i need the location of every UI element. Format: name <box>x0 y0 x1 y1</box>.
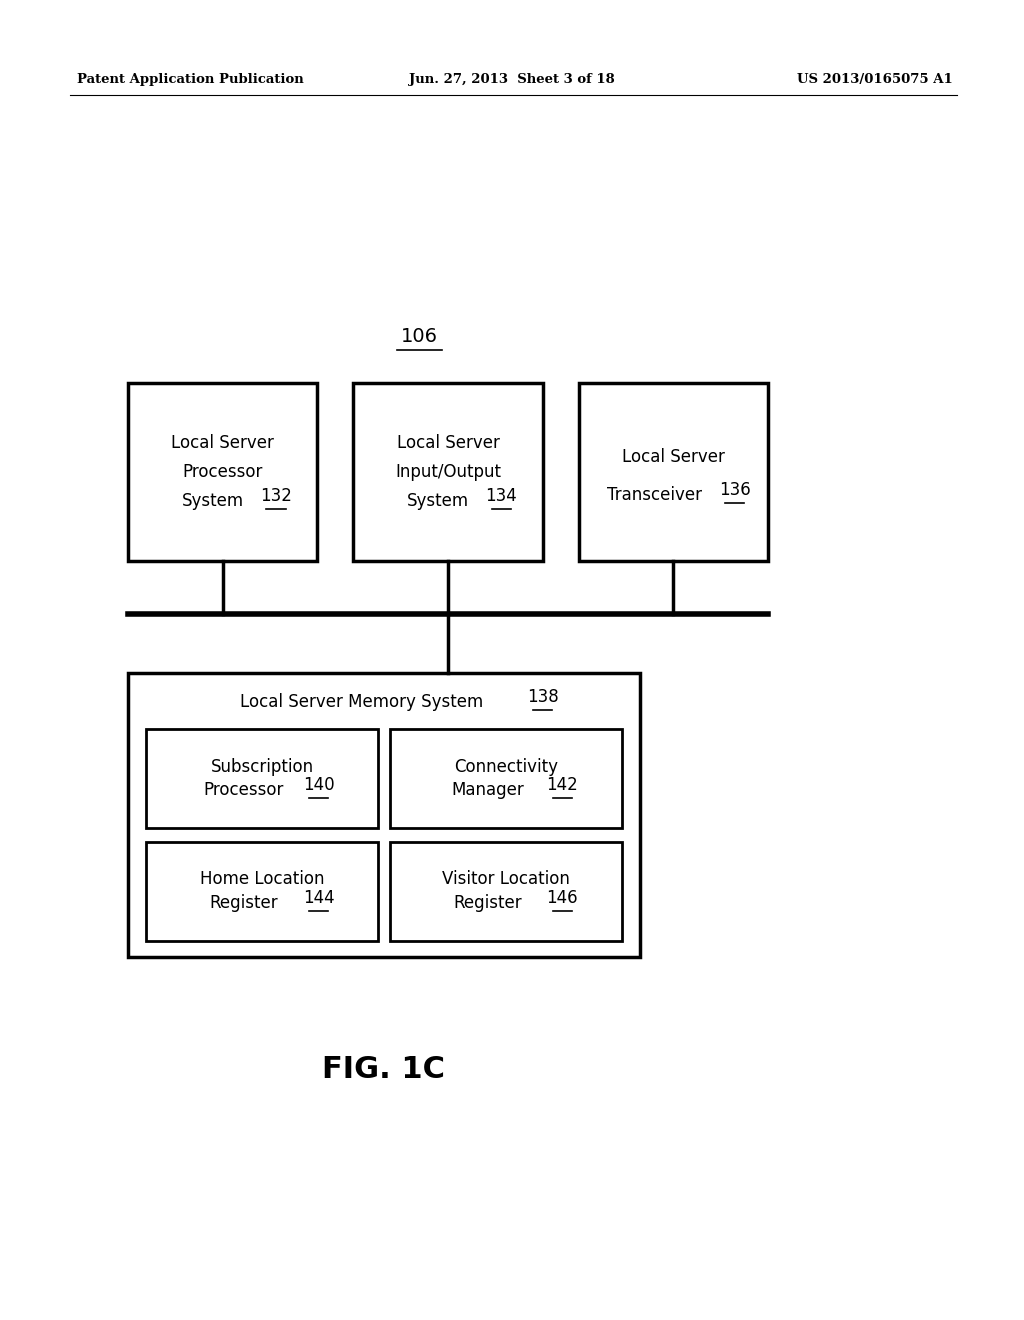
Text: Local Server: Local Server <box>171 434 274 451</box>
Text: Local Server Memory System: Local Server Memory System <box>240 693 483 711</box>
Bar <box>390 842 622 941</box>
Text: Visitor Location: Visitor Location <box>442 870 569 888</box>
Text: Register: Register <box>453 894 522 912</box>
Text: 142: 142 <box>546 776 579 795</box>
Bar <box>353 383 543 561</box>
Bar <box>128 383 317 561</box>
Bar <box>579 383 768 561</box>
Text: 138: 138 <box>526 688 559 706</box>
Text: 106: 106 <box>401 327 438 346</box>
Text: Local Server: Local Server <box>622 449 725 466</box>
Text: Transceiver: Transceiver <box>607 486 702 504</box>
Text: Input/Output: Input/Output <box>395 463 501 480</box>
Text: Processor: Processor <box>204 781 284 800</box>
Text: 136: 136 <box>719 480 751 499</box>
Text: Connectivity: Connectivity <box>454 758 558 776</box>
Text: Processor: Processor <box>182 463 263 480</box>
Bar <box>128 673 640 957</box>
Text: US 2013/0165075 A1: US 2013/0165075 A1 <box>797 73 952 86</box>
Text: System: System <box>407 492 469 510</box>
Text: FIG. 1C: FIG. 1C <box>323 1055 445 1084</box>
Text: 132: 132 <box>260 487 292 506</box>
Bar <box>390 729 622 829</box>
Text: 134: 134 <box>485 487 517 506</box>
Text: 146: 146 <box>547 890 578 907</box>
Text: 140: 140 <box>303 776 334 795</box>
Text: Register: Register <box>209 894 279 912</box>
Bar <box>146 842 378 941</box>
Text: System: System <box>181 492 244 510</box>
Text: Manager: Manager <box>451 781 524 800</box>
Bar <box>146 729 378 829</box>
Text: Home Location: Home Location <box>200 870 325 888</box>
Text: Subscription: Subscription <box>211 758 313 776</box>
Text: Patent Application Publication: Patent Application Publication <box>77 73 303 86</box>
Text: 144: 144 <box>303 890 334 907</box>
Text: Jun. 27, 2013  Sheet 3 of 18: Jun. 27, 2013 Sheet 3 of 18 <box>410 73 614 86</box>
Text: Local Server: Local Server <box>396 434 500 451</box>
